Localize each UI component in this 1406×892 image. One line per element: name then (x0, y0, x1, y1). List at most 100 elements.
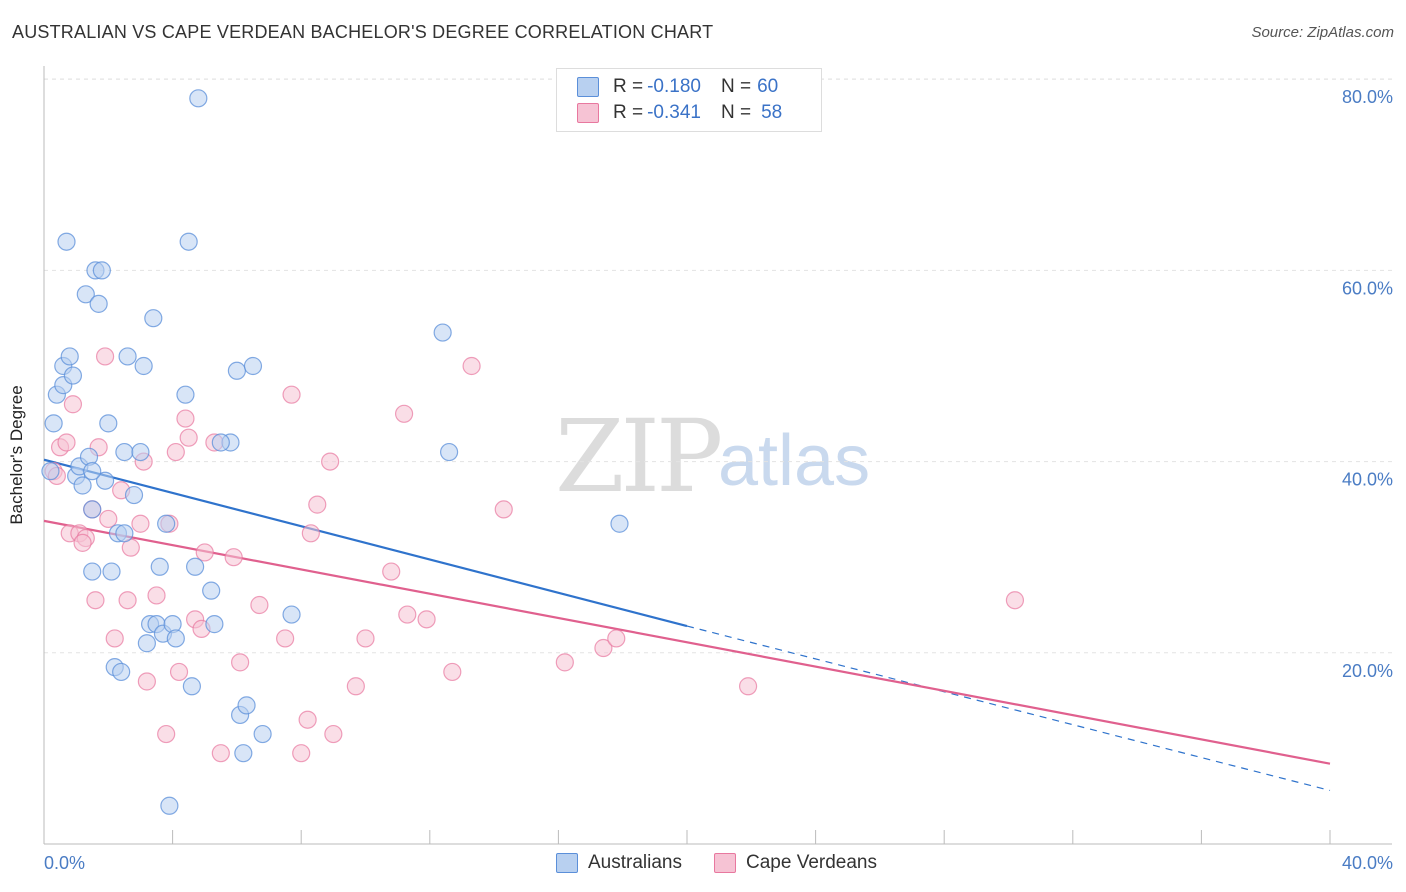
data-point-cape-verdean (382, 562, 401, 581)
data-point-australian (112, 662, 131, 682)
data-point-cape-verdean (63, 395, 83, 414)
data-point-cape-verdean (443, 662, 462, 682)
legend-swatch-blue (556, 853, 578, 873)
data-point-cape-verdean (321, 452, 340, 471)
data-point-cape-verdean (86, 591, 105, 610)
data-point-australian (102, 562, 121, 581)
legend-r-label: R = (613, 76, 644, 97)
data-point-cape-verdean (131, 514, 150, 533)
data-point-australian (234, 744, 253, 763)
data-point-cape-verdean (398, 605, 417, 624)
data-point-australian (89, 294, 108, 313)
data-point-australian (44, 414, 63, 433)
data-point-cape-verdean (250, 595, 269, 615)
correlation-legend: R = -0.180 N = 60 R = -0.341 N = 58 (556, 68, 822, 132)
y-tick-labels: 20.0% 40.0% 60.0% 80.0% (1342, 87, 1393, 681)
data-point-cape-verdean (105, 629, 124, 648)
data-point-australian (186, 557, 205, 576)
legend-item-australians[interactable]: Australians (556, 852, 682, 874)
data-point-australian (83, 500, 102, 519)
trend-line-solid (43, 458, 688, 628)
legend-n-label: N = (720, 76, 752, 97)
data-point-cape-verdean (607, 629, 626, 648)
data-point-australian (179, 232, 198, 251)
data-point-australian (63, 366, 83, 385)
y-axis-label: Bachelor's Degree (7, 385, 26, 525)
data-point-cape-verdean (292, 744, 311, 763)
data-point-cape-verdean (99, 509, 118, 529)
data-point-cape-verdean (356, 629, 375, 648)
data-point-cape-verdean (166, 442, 185, 462)
legend-swatch-pink (577, 103, 599, 123)
data-point-australian (166, 629, 185, 648)
data-point-australian (83, 462, 102, 481)
data-point-australian (92, 261, 111, 280)
data-point-australian (253, 724, 272, 744)
legend-row-australians: R = -0.180 N = 60 (577, 75, 778, 99)
trend-australians (43, 458, 1331, 792)
legend-label: Cape Verdeans (746, 852, 877, 873)
legend-r-value: -0.341 (647, 102, 701, 123)
x-tick-labels: 0.0% 40.0% (44, 853, 1393, 873)
data-point-australian (73, 476, 92, 495)
y-tick-label: 40.0% (1342, 470, 1393, 490)
source-label: Source: ZipAtlas.com (1251, 24, 1394, 41)
trend-cape-verdeans (43, 519, 1331, 765)
data-point-australian (282, 605, 301, 624)
data-point-australian (176, 385, 195, 404)
data-point-cape-verdean (555, 653, 574, 672)
data-point-cape-verdean (738, 677, 758, 696)
data-point-australian (237, 696, 256, 715)
legend-item-cape-verdeans[interactable]: Cape Verdeans (714, 852, 877, 874)
data-point-cape-verdean (137, 672, 156, 691)
data-point-cape-verdean (211, 744, 230, 763)
data-point-australian (157, 514, 176, 533)
data-point-cape-verdean (394, 404, 414, 423)
data-point-australian (160, 796, 179, 815)
data-point-australian (83, 562, 102, 581)
data-point-cape-verdean (118, 591, 137, 610)
data-point-cape-verdean (57, 433, 76, 452)
data-point-australian (124, 485, 144, 505)
data-point-australian (211, 433, 230, 452)
data-point-cape-verdean (276, 629, 295, 648)
data-point-cape-verdean (417, 610, 436, 629)
data-point-australian (227, 361, 246, 380)
series-legend: Australians Cape Verdeans (556, 852, 909, 874)
legend-r-label: R = (613, 102, 644, 123)
data-point-cape-verdean (282, 385, 301, 404)
chart-title: AUSTRALIAN VS CAPE VERDEAN BACHELOR'S DE… (12, 22, 714, 42)
data-point-australian (41, 462, 60, 481)
trend-line-solid (43, 519, 1331, 765)
data-point-australian (243, 356, 263, 376)
legend-r-value: -0.180 (647, 76, 701, 97)
data-point-cape-verdean (494, 500, 513, 519)
data-point-cape-verdean (462, 356, 481, 376)
data-point-australian (150, 557, 169, 576)
data-point-cape-verdean (95, 347, 115, 366)
data-point-australian (134, 356, 153, 376)
legend-swatch-blue (577, 77, 599, 97)
data-point-australian (202, 581, 221, 600)
data-point-australian (115, 524, 134, 543)
data-point-australian (433, 323, 452, 342)
data-point-australian (115, 442, 134, 462)
data-point-cape-verdean (169, 662, 189, 682)
axes (43, 66, 1392, 845)
data-point-australian (189, 89, 208, 108)
data-point-australian (60, 347, 79, 366)
points-australians (41, 89, 629, 815)
data-point-cape-verdean (308, 495, 327, 514)
data-point-australian (182, 677, 201, 696)
data-point-cape-verdean (157, 724, 176, 744)
data-point-australian (610, 514, 629, 533)
data-point-cape-verdean (231, 653, 250, 672)
data-point-cape-verdean (594, 638, 613, 658)
data-point-australian (118, 347, 137, 366)
data-point-cape-verdean (324, 724, 343, 744)
data-point-cape-verdean (195, 543, 214, 562)
data-point-australian (76, 285, 95, 304)
data-point-cape-verdean (1005, 591, 1025, 610)
legend-row-cape-verdeans: R = -0.341 N = 58 (577, 101, 782, 125)
